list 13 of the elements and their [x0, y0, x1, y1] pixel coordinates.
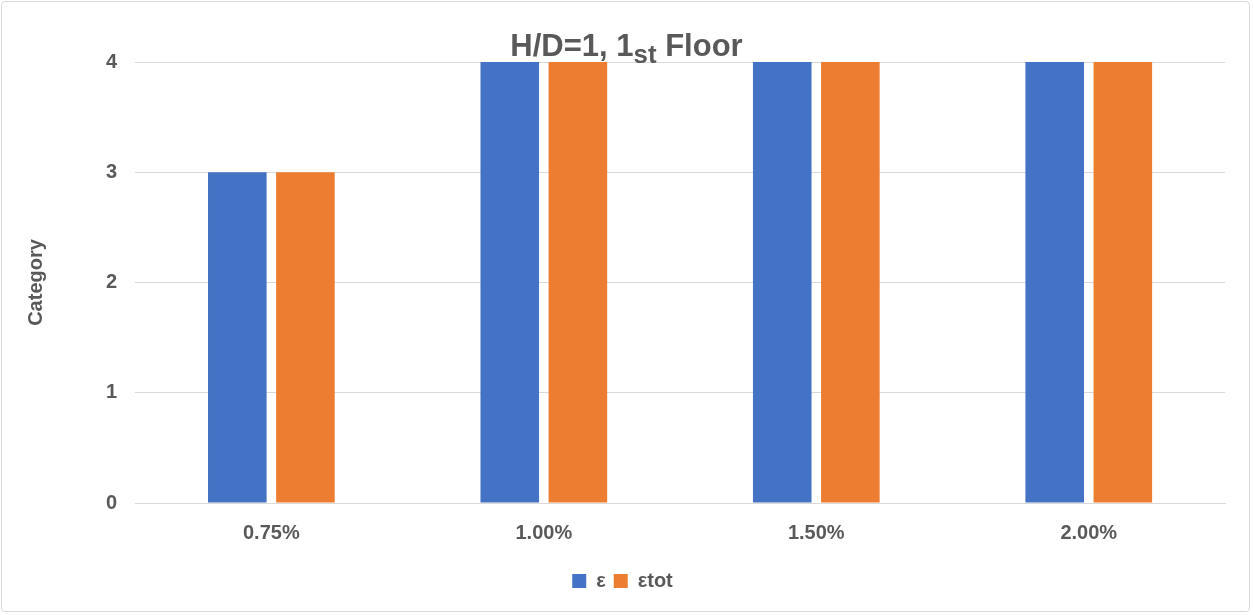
legend-label: ε	[596, 568, 607, 591]
y-tick-label: 1	[106, 380, 118, 403]
chart-title: H/D=1, 1$_{st}$ Floor	[510, 28, 743, 69]
y-tick-label: 4	[106, 49, 118, 72]
y-tick-label: 3	[106, 159, 118, 182]
legend-label: εtot	[637, 568, 674, 591]
y-tick-label: 2	[106, 270, 118, 293]
x-tick-label: 1.50%	[787, 520, 845, 543]
y-tick-label: 0	[106, 490, 118, 513]
x-tick-label: 2.00%	[1060, 520, 1118, 543]
x-tick-label: 0.75%	[243, 520, 300, 543]
y-axis-title: Category	[23, 238, 46, 326]
x-tick-label: 1.00%	[515, 520, 573, 543]
